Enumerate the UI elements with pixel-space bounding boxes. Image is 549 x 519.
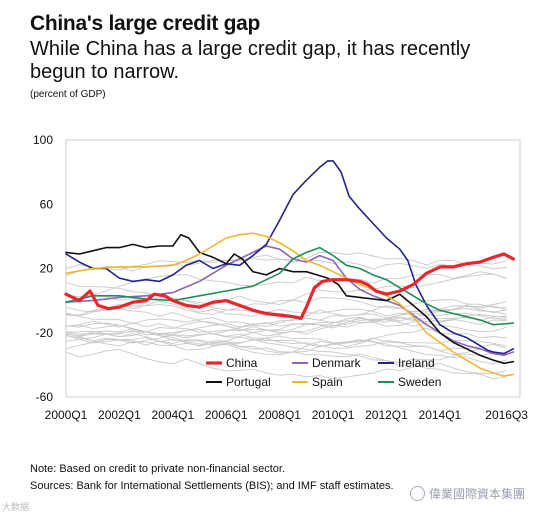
y-tick-label: 100	[33, 133, 53, 147]
x-tick-label: 2016Q3	[485, 408, 528, 422]
watermark-right: 偉業國際資本集團	[410, 485, 525, 502]
series-line-china	[64, 252, 515, 320]
background-series-line	[65, 258, 507, 271]
legend-label-ireland: Ireland	[398, 356, 435, 370]
legend-label-spain: Spain	[312, 375, 343, 389]
y-tick-label: -60	[36, 390, 54, 404]
x-tick-label: 2014Q1	[419, 408, 462, 422]
x-tick-label: 2004Q1	[151, 408, 194, 422]
y-tick-label: 60	[40, 197, 54, 211]
legend-label-sweden: Sweden	[398, 375, 441, 389]
series-line-ireland	[65, 160, 515, 355]
wechat-logo-icon	[410, 486, 425, 501]
unit-label: (percent of GDP)	[30, 89, 106, 100]
x-tick-label: 2008Q1	[258, 408, 301, 422]
legend-label-denmark: Denmark	[312, 356, 362, 370]
legend-label-portugal: Portugal	[226, 375, 271, 389]
chart-title: China's large credit gap	[30, 12, 261, 35]
background-series-line	[65, 308, 507, 335]
sources-text: Sources: Bank for International Settleme…	[30, 480, 394, 492]
background-series-line	[65, 335, 507, 349]
chart-subtitle: While China has a large credit gap, it h…	[30, 38, 471, 83]
background-series-line	[65, 327, 507, 356]
series-line-spain	[65, 232, 515, 377]
background-series-line	[65, 348, 507, 380]
background-series-line	[65, 301, 507, 332]
watermark-right-text: 偉業國際資本集團	[429, 487, 526, 501]
background-series-line	[65, 282, 507, 327]
series-line-sweden	[65, 246, 515, 326]
background-series-line	[65, 251, 507, 277]
background-series-line	[65, 297, 507, 315]
background-series-line	[65, 333, 507, 380]
background-series-line	[65, 324, 507, 363]
background-series-line	[65, 312, 507, 329]
x-tick-label: 2012Q1	[365, 408, 408, 422]
x-tick-label: 2010Q1	[312, 408, 355, 422]
note-text: Note: Based on credit to private non-fin…	[30, 463, 285, 475]
x-tick-label: 2002Q1	[98, 408, 141, 422]
series-line-portugal	[65, 234, 515, 365]
background-country-lines	[65, 251, 507, 380]
background-series-line	[65, 314, 507, 338]
y-tick-label: -20	[36, 326, 54, 340]
background-series-line	[65, 273, 507, 305]
background-series-line	[65, 337, 507, 365]
footnote: Note: Based on credit to private non-fin…	[30, 461, 394, 495]
series-line-denmark	[65, 245, 515, 357]
x-tick-label: 2006Q1	[205, 408, 248, 422]
legend-label-china: China	[226, 356, 258, 370]
watermark-left: 大数据	[2, 502, 30, 512]
background-series-line	[65, 330, 507, 352]
x-tick-label: 2000Q1	[45, 408, 88, 422]
background-series-line	[65, 271, 507, 298]
y-tick-label: 20	[40, 262, 54, 276]
